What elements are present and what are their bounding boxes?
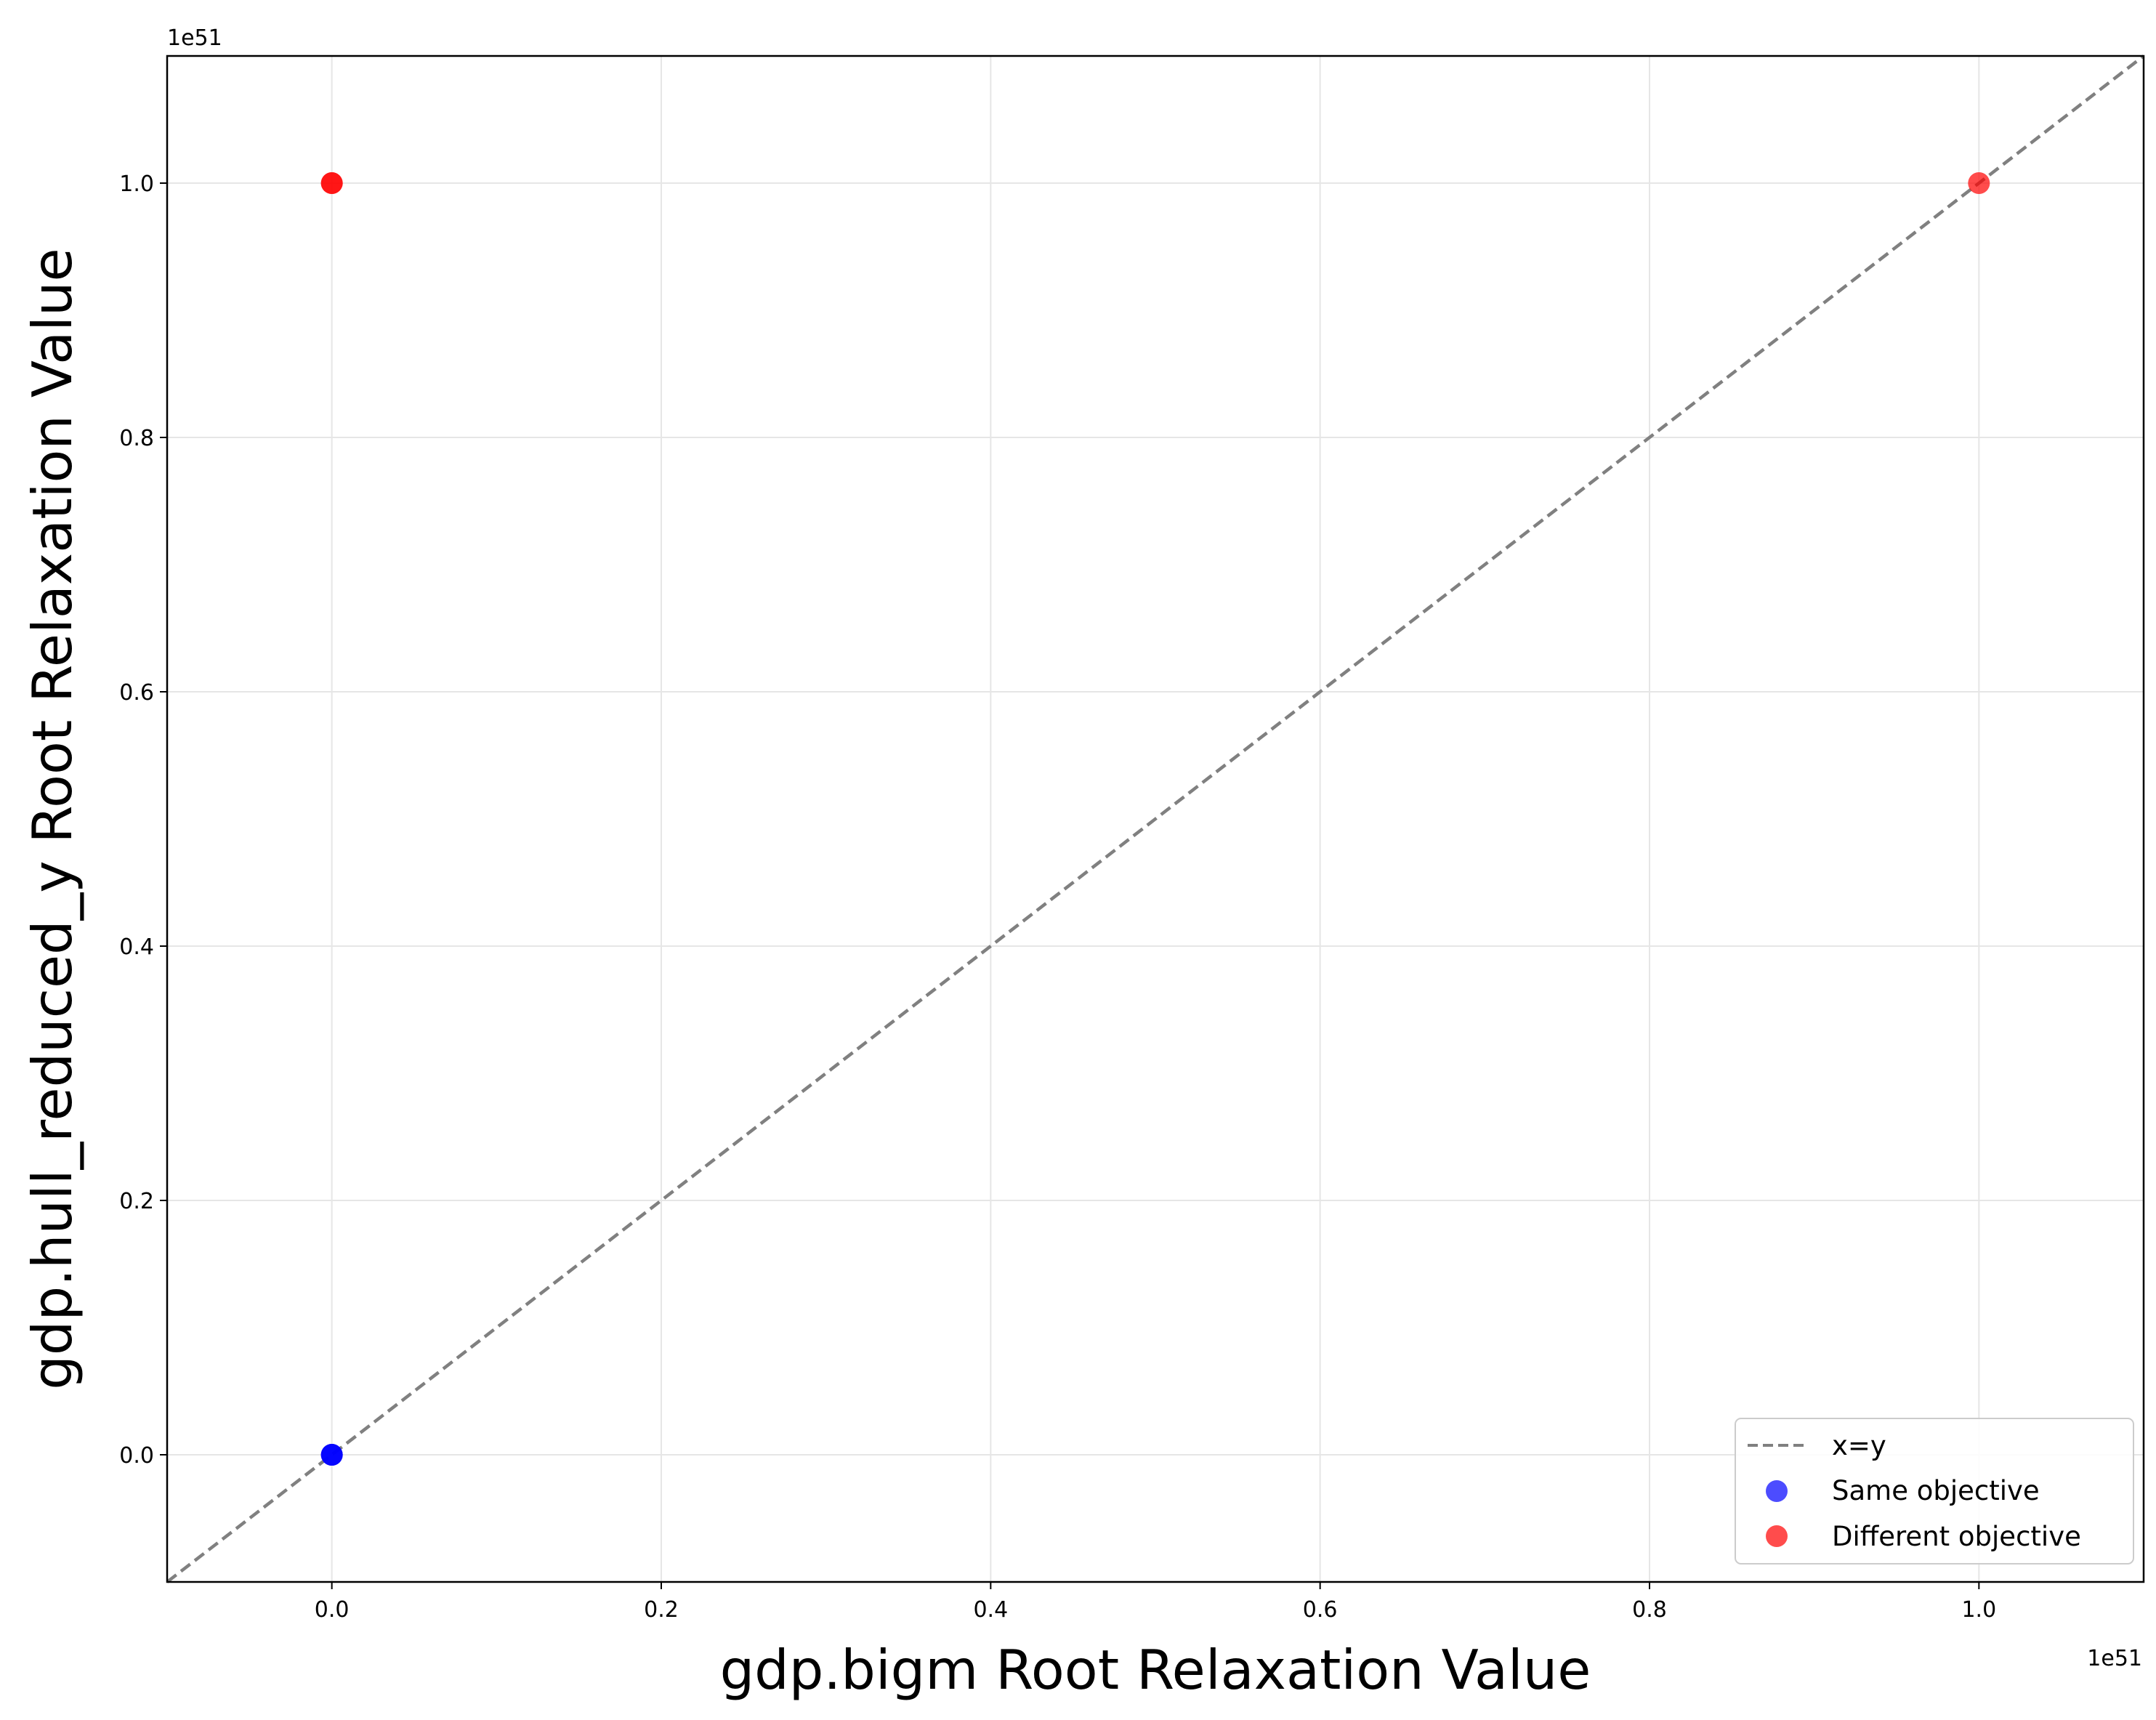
x-axis-label: gdp.bigm Root Relaxation Value	[720, 1638, 1591, 1702]
legend: x=y Same objective Different objective	[1735, 1418, 2134, 1564]
y-tick-label: 0.2	[119, 1189, 154, 1214]
x-tick-label: 0.8	[1632, 1597, 1667, 1623]
x-tick-label: 0.0	[315, 1597, 350, 1623]
y-tick-label: 0.8	[119, 426, 154, 451]
y-tick-label: 0.6	[119, 680, 154, 706]
x-tick-label: 0.2	[644, 1597, 679, 1623]
x-axis-ticks: 0.0 0.2 0.4 0.6 0.8 1.0	[315, 1582, 1996, 1623]
same-objective-point	[320, 1444, 343, 1466]
legend-label-same-objective: Same objective	[1832, 1475, 2040, 1506]
y-tick-label: 1.0	[119, 171, 154, 197]
data-points	[320, 172, 1990, 1466]
x-axis-offset-label: 1e51	[2087, 1646, 2142, 1671]
x-tick-label: 0.4	[973, 1597, 1008, 1623]
y-axis-label: gdp.hull_reduced_y Root Relaxation Value	[20, 248, 84, 1389]
y-axis-ticks: 0.0 0.2 0.4 0.6 0.8 1.0	[119, 171, 167, 1469]
legend-marker-same-objective	[1766, 1480, 1788, 1502]
different-objective-point	[1968, 172, 1990, 194]
y-axis-offset-label: 1e51	[167, 25, 222, 51]
legend-label-x-equals-y: x=y	[1832, 1430, 1886, 1461]
x-tick-label: 1.0	[1961, 1597, 1996, 1623]
legend-box	[1735, 1418, 2134, 1564]
legend-label-different-objective: Different objective	[1832, 1521, 2081, 1552]
x-tick-label: 0.6	[1303, 1597, 1338, 1623]
reference-line-group	[166, 54, 2145, 1583]
x-equals-y-reference-line	[166, 54, 2145, 1583]
y-tick-label: 0.0	[119, 1443, 154, 1469]
different-objective-point	[320, 172, 343, 194]
plot-frame	[166, 54, 2145, 1583]
y-tick-label: 0.4	[119, 934, 154, 960]
legend-marker-different-objective	[1766, 1525, 1788, 1547]
